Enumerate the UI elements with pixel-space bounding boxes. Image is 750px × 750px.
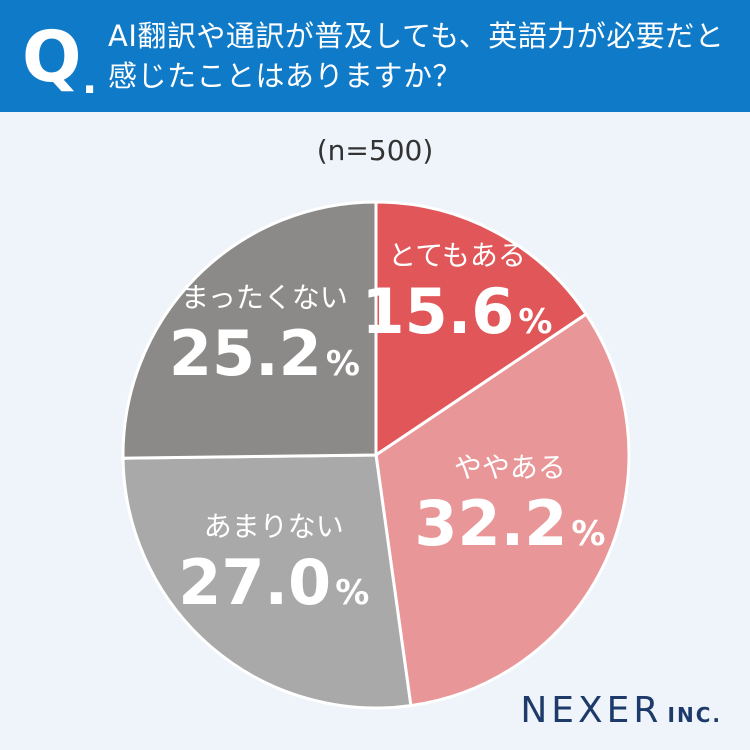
pie-slice <box>121 453 413 710</box>
slice-category-label: とてもある <box>388 239 526 272</box>
q-dot: . <box>82 57 98 103</box>
logo-sub: INC. <box>667 703 722 727</box>
question-text: AI翻訳や通訳が普及しても、英語力が必要だと感じたことはありますか？ <box>108 19 725 93</box>
sample-size: (n=500) <box>316 134 434 167</box>
slice-value-label: 32.2% <box>414 487 605 560</box>
q-letter: Q <box>22 16 82 98</box>
pie-slice <box>374 312 631 708</box>
nexer-logo: NEXER INC. <box>520 690 722 731</box>
slice-value-label: 25.2% <box>169 317 360 390</box>
pie-slice <box>374 200 589 458</box>
slice-value-label: 27.0% <box>178 546 369 619</box>
slice-value-label: 15.6% <box>361 275 552 348</box>
slice-category-label: ややある <box>454 451 566 484</box>
question-header: Q . AI翻訳や通訳が普及しても、英語力が必要だと感じたことはありますか？ <box>0 0 750 112</box>
slice-category-label: まったくない <box>181 281 348 314</box>
pie-slice <box>121 200 378 460</box>
slice-category-label: あまりない <box>204 510 344 543</box>
logo-main: NEXER <box>520 690 663 731</box>
